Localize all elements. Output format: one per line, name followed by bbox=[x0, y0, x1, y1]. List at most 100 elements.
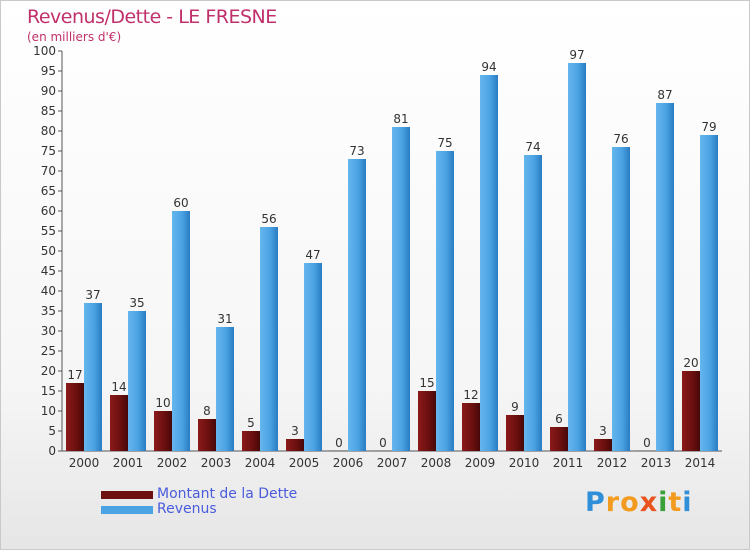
bar-dette bbox=[638, 450, 656, 451]
x-tick-label: 2005 bbox=[289, 456, 320, 470]
bar-revenus bbox=[216, 327, 234, 451]
x-tick-label: 2002 bbox=[157, 456, 188, 470]
brand-letter: t bbox=[668, 487, 683, 518]
data-label: 0 bbox=[643, 436, 651, 450]
bar-dette bbox=[66, 383, 84, 451]
data-label: 87 bbox=[657, 88, 672, 102]
data-label: 97 bbox=[569, 48, 584, 62]
bar-dette bbox=[286, 439, 304, 451]
data-label: 12 bbox=[463, 388, 478, 402]
x-tick-label: 2010 bbox=[509, 456, 540, 470]
bar-dette bbox=[418, 391, 436, 451]
data-label: 31 bbox=[217, 312, 232, 326]
data-label: 10 bbox=[155, 396, 170, 410]
bar-revenus bbox=[172, 211, 190, 451]
data-label: 81 bbox=[393, 112, 408, 126]
bar-revenus bbox=[480, 75, 498, 451]
data-label: 35 bbox=[129, 296, 144, 310]
x-tick-label: 2008 bbox=[421, 456, 452, 470]
bar-revenus bbox=[128, 311, 146, 451]
legend-label-revenus: Revenus bbox=[157, 501, 217, 517]
bar-revenus bbox=[84, 303, 102, 451]
legend-swatch-revenus bbox=[101, 506, 153, 514]
bar-dette bbox=[550, 427, 568, 451]
bar-dette bbox=[242, 431, 260, 451]
bar-revenus bbox=[700, 135, 718, 451]
brand-letter: r bbox=[605, 487, 621, 518]
bar-dette bbox=[682, 371, 700, 451]
data-label: 37 bbox=[85, 288, 100, 302]
bar-revenus bbox=[304, 263, 322, 451]
data-label: 9 bbox=[511, 400, 519, 414]
bar-revenus bbox=[524, 155, 542, 451]
bar-dette bbox=[594, 439, 612, 451]
brand-letter: x bbox=[639, 487, 659, 518]
y-tick-label: 70 bbox=[41, 164, 56, 178]
legend-swatch-debt bbox=[101, 491, 153, 499]
y-tick-label: 25 bbox=[41, 344, 56, 358]
bar-dette bbox=[374, 450, 392, 451]
chart-title: Revenus/Dette - LE FRESNE bbox=[27, 6, 277, 28]
y-tick-label: 30 bbox=[41, 324, 56, 338]
y-tick-label: 50 bbox=[41, 244, 56, 258]
bar-revenus bbox=[260, 227, 278, 451]
y-tick-label: 80 bbox=[41, 124, 56, 138]
brand-letter: P bbox=[585, 487, 606, 518]
y-tick-label: 5 bbox=[48, 424, 56, 438]
brand-letter: i bbox=[682, 487, 693, 518]
brand-logo: Proxiti bbox=[585, 487, 693, 518]
data-label: 3 bbox=[291, 424, 299, 438]
y-tick-label: 60 bbox=[41, 204, 56, 218]
data-label: 0 bbox=[379, 436, 387, 450]
data-label: 74 bbox=[525, 140, 540, 154]
brand-letter: i bbox=[658, 487, 669, 518]
y-tick-label: 10 bbox=[41, 404, 56, 418]
data-label: 14 bbox=[111, 380, 126, 394]
y-tick-label: 90 bbox=[41, 84, 56, 98]
bar-dette bbox=[462, 403, 480, 451]
bar-dette bbox=[506, 415, 524, 451]
x-tick-label: 2001 bbox=[113, 456, 144, 470]
bar-revenus bbox=[392, 127, 410, 451]
data-label: 6 bbox=[555, 412, 563, 426]
data-label: 79 bbox=[701, 120, 716, 134]
x-tick-label: 2011 bbox=[553, 456, 584, 470]
data-label: 15 bbox=[419, 376, 434, 390]
bar-dette bbox=[198, 419, 216, 451]
bar-revenus bbox=[656, 103, 674, 451]
data-label: 76 bbox=[613, 132, 628, 146]
data-label: 56 bbox=[261, 212, 276, 226]
data-label: 20 bbox=[683, 356, 698, 370]
x-tick-label: 2003 bbox=[201, 456, 232, 470]
data-label: 75 bbox=[437, 136, 452, 150]
data-label: 17 bbox=[67, 368, 82, 382]
y-tick-label: 20 bbox=[41, 364, 56, 378]
y-tick-label: 75 bbox=[41, 144, 56, 158]
y-tick-label: 85 bbox=[41, 104, 56, 118]
chart-subtitle: (en milliers d'€) bbox=[27, 30, 122, 44]
data-label: 8 bbox=[203, 404, 211, 418]
x-tick-label: 2012 bbox=[597, 456, 628, 470]
y-tick-label: 95 bbox=[41, 64, 56, 78]
y-tick-label: 55 bbox=[41, 224, 56, 238]
data-label: 5 bbox=[247, 416, 255, 430]
y-tick-label: 15 bbox=[41, 384, 56, 398]
data-label: 73 bbox=[349, 144, 364, 158]
x-tick-label: 2006 bbox=[333, 456, 364, 470]
bar-revenus bbox=[348, 159, 366, 451]
data-label: 94 bbox=[481, 60, 496, 74]
data-label: 0 bbox=[335, 436, 343, 450]
x-tick-label: 2009 bbox=[465, 456, 496, 470]
y-tick-label: 35 bbox=[41, 304, 56, 318]
y-tick-label: 65 bbox=[41, 184, 56, 198]
y-tick-label: 45 bbox=[41, 264, 56, 278]
y-tick-label: 40 bbox=[41, 284, 56, 298]
y-tick-label: 0 bbox=[48, 444, 56, 458]
bar-revenus bbox=[612, 147, 630, 451]
x-tick-label: 2007 bbox=[377, 456, 408, 470]
bar-dette bbox=[330, 450, 348, 451]
bar-dette bbox=[110, 395, 128, 451]
bar-revenus bbox=[436, 151, 454, 451]
